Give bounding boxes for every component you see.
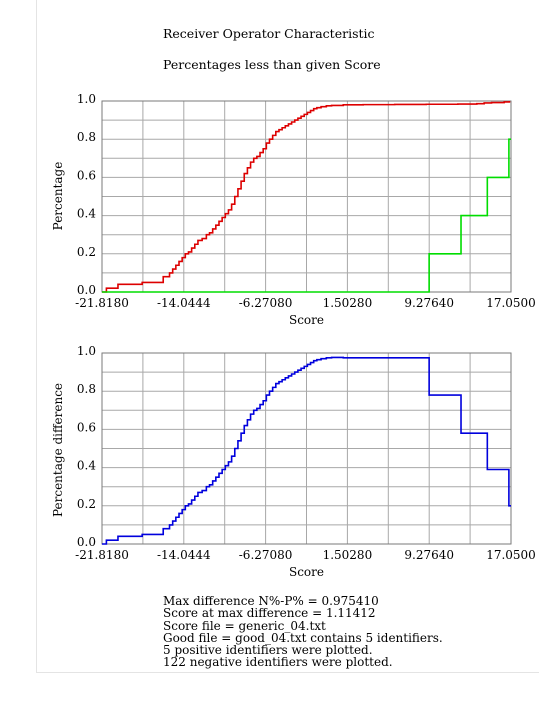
y-tick-label: 0.0 <box>77 535 96 549</box>
series-line <box>102 101 511 293</box>
y-tick-label: 1.0 <box>77 344 96 358</box>
figure-frame <box>36 0 539 673</box>
x-axis-label: Score <box>289 313 324 327</box>
y-tick-label: 0.0 <box>77 283 96 297</box>
chart-subtitle: Percentages less than given Score <box>163 57 381 72</box>
stat-line: Score file = generic_04.txt <box>163 618 326 633</box>
plot-area-border <box>101 352 512 545</box>
y-tick-label: 1.0 <box>77 92 96 106</box>
y-axis-label: Percentage difference <box>51 383 65 517</box>
summary-stats: Max difference N%-P% = 0.975410 Score at… <box>163 595 443 669</box>
y-tick-label: 0.6 <box>77 168 96 182</box>
x-tick-label: 9.27640 <box>404 548 454 562</box>
x-tick-label: -21.8180 <box>75 296 129 310</box>
x-tick-label: -14.0444 <box>157 296 211 310</box>
y-tick-label: 0.8 <box>77 130 96 144</box>
x-tick-label: 17.0500 <box>486 296 536 310</box>
x-axis-label: Score <box>289 565 324 579</box>
x-tick-label: 1.50280 <box>323 548 373 562</box>
y-tick-label: 0.4 <box>77 459 96 473</box>
y-tick-label: 0.4 <box>77 207 96 221</box>
figure-title: Receiver Operator Characteristic <box>163 26 375 41</box>
x-tick-label: -21.8180 <box>75 548 129 562</box>
x-tick-label: 9.27640 <box>404 296 454 310</box>
y-tick-label: 0.2 <box>77 497 96 511</box>
y-tick-label: 0.6 <box>77 420 96 434</box>
stat-line: 122 negative identifiers were plotted. <box>163 655 393 670</box>
x-tick-label: 1.50280 <box>323 296 373 310</box>
x-tick-label: -6.27080 <box>239 548 293 562</box>
stat-line: Good file = good_04.txt contains 5 ident… <box>163 630 443 645</box>
x-tick-label: 17.0500 <box>486 548 536 562</box>
series-line <box>102 138 511 293</box>
stat-line: Max difference N%-P% = 0.975410 <box>163 594 379 608</box>
y-tick-label: 0.2 <box>77 245 96 259</box>
x-tick-label: -6.27080 <box>239 296 293 310</box>
y-tick-label: 0.8 <box>77 382 96 396</box>
stat-line: 5 positive identifiers were plotted. <box>163 643 373 658</box>
y-axis-label: Percentage <box>51 162 65 231</box>
series-line <box>102 356 511 545</box>
x-tick-label: -14.0444 <box>157 548 211 562</box>
stat-line: Score at max difference = 1.11412 <box>163 606 376 621</box>
